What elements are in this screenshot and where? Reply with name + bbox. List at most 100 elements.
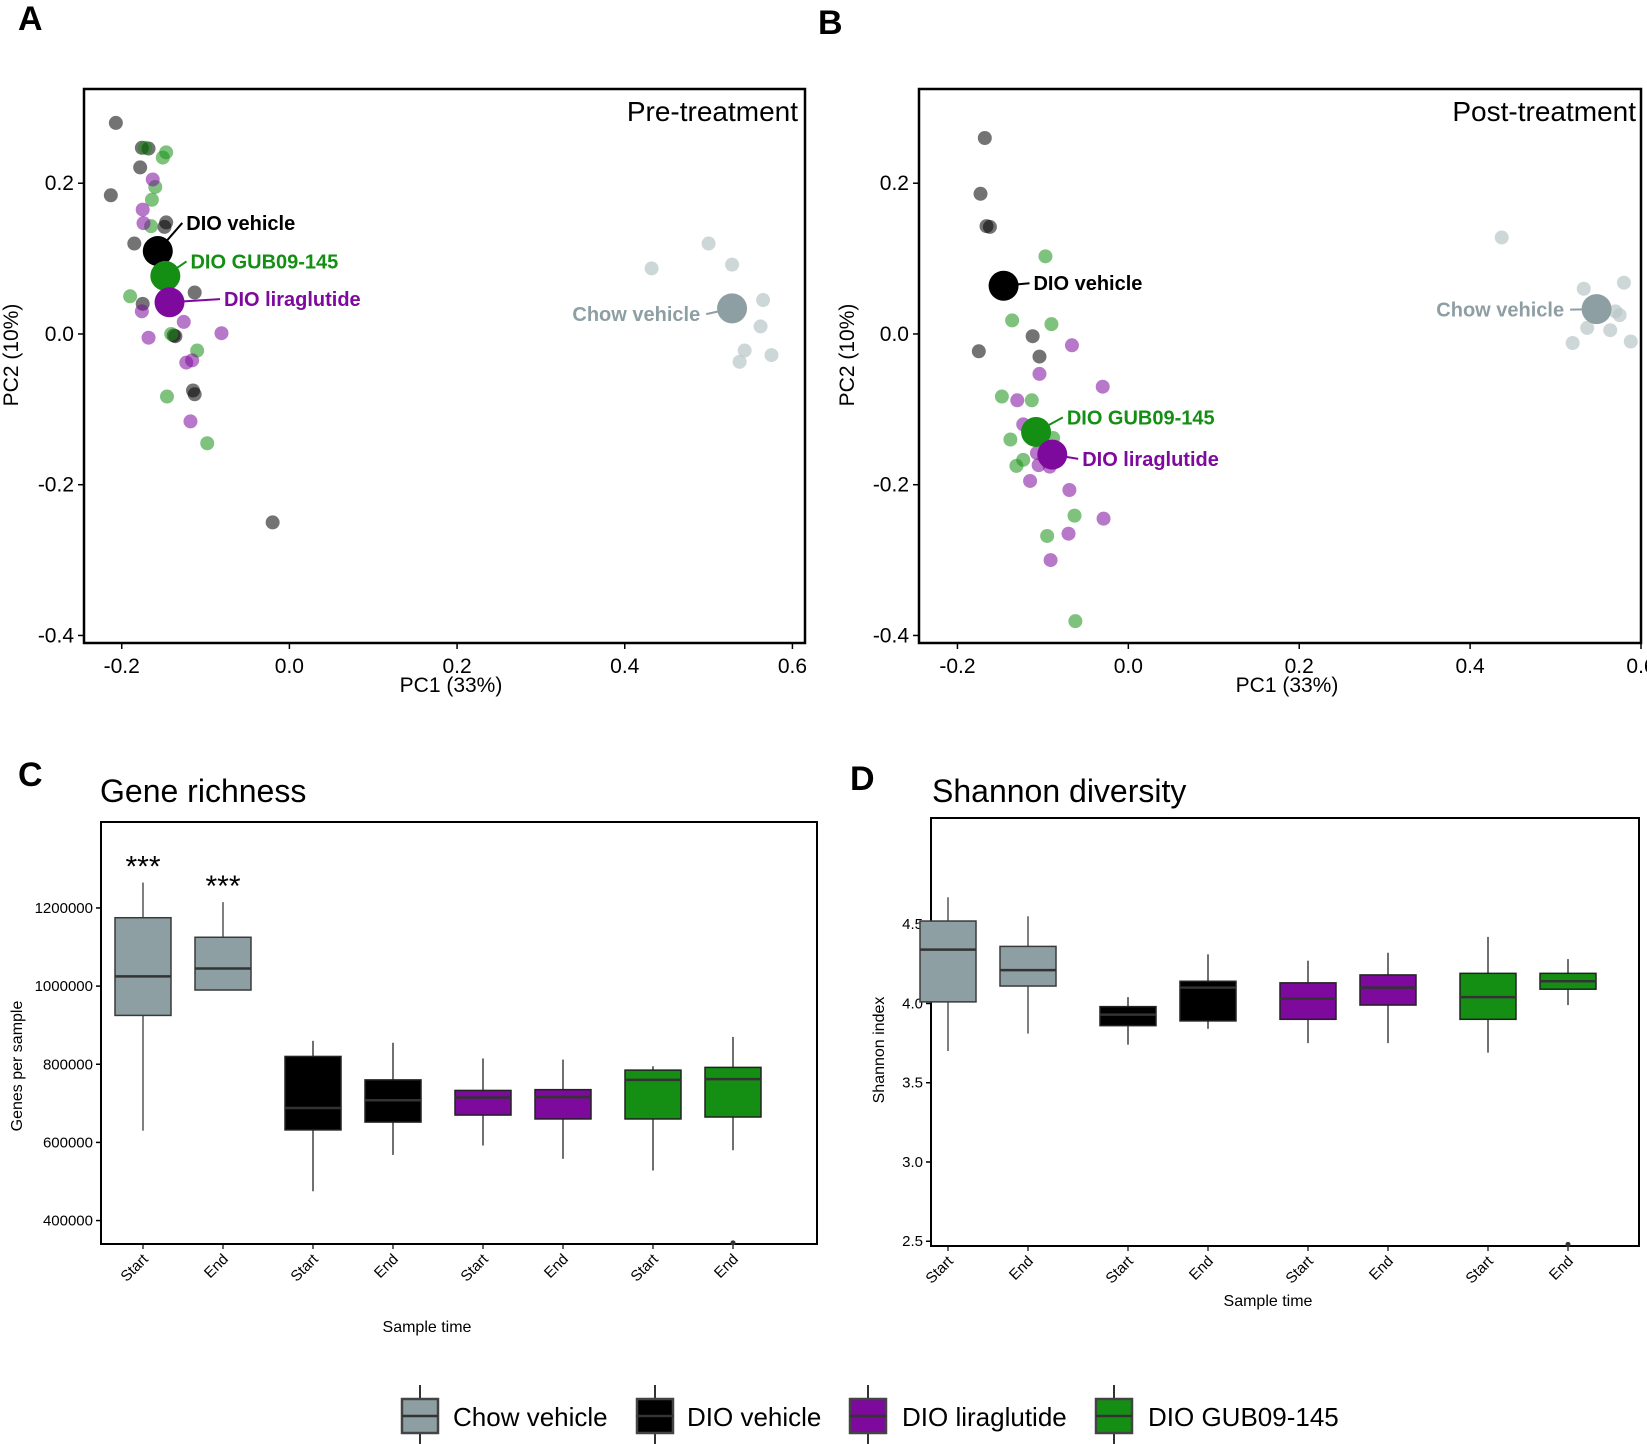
- box-dio-liraglutide: [454, 1089, 512, 1116]
- data-point-dio-vehicle: [133, 160, 148, 175]
- data-point-chow-vehicle: [1494, 230, 1509, 245]
- centroid-label: DIO vehicle: [1033, 273, 1142, 295]
- data-point-dio-gub: [159, 389, 174, 404]
- data-point-dio-vehicle: [187, 387, 202, 402]
- x-tick-label: Start: [287, 1250, 322, 1285]
- data-point-dio-gub: [1044, 317, 1059, 332]
- data-point-dio-vehicle: [1025, 329, 1040, 344]
- y-tick-label: 2.5: [902, 1233, 923, 1250]
- y-tick-label: -0.2: [873, 474, 909, 497]
- data-point-chow-vehicle: [753, 319, 768, 334]
- box-dio-vehicle: [284, 1055, 342, 1131]
- box-dio-gub: [624, 1069, 682, 1120]
- x-tick-label: Start: [1102, 1252, 1137, 1287]
- plot-frame: [917, 87, 1643, 645]
- box-dio-vehicle: [1099, 1005, 1157, 1027]
- data-point-chow-vehicle: [737, 343, 752, 358]
- centroid-label: DIO GUB09-145: [1067, 407, 1215, 429]
- pca-panel-pre-treatment: -0.2 0.0 0.2 0.4 0.6 -0.4 -0.2 0.0 0.2 DIO vehic…: [0, 87, 807, 697]
- data-point-dio-liraglutide: [1032, 366, 1047, 381]
- data-point-dio-liraglutide: [1043, 553, 1058, 568]
- outlier-point: [1565, 1241, 1571, 1247]
- outlier-point: [730, 1240, 736, 1246]
- data-point-chow-vehicle: [644, 261, 659, 276]
- data-point-dio-gub: [1038, 249, 1053, 264]
- data-point-dio-gub: [164, 326, 179, 341]
- x-tick-label: -0.2: [939, 655, 975, 678]
- legend: Chow vehicle DIO vehicle DIO liraglutide DI…: [400, 1385, 1339, 1444]
- x-tick-label: End: [1006, 1253, 1037, 1284]
- data-point-dio-gub: [144, 192, 159, 207]
- x-tick-label: End: [541, 1251, 572, 1282]
- x-tick-label: 0.4: [1456, 655, 1486, 678]
- y-axis-title: PC2 (10%): [0, 304, 23, 407]
- data-point-dio-gub: [1040, 528, 1055, 543]
- y-tick-label: 400000: [43, 1213, 93, 1230]
- data-point-chow-vehicle: [1580, 320, 1595, 335]
- legend-label: DIO GUB09-145: [1148, 1402, 1339, 1432]
- data-point-dio-gub: [138, 140, 153, 155]
- x-tick-label: End: [1546, 1253, 1577, 1284]
- pca-panel-post-treatment: -0.2 0.0 0.2 0.4 0.6 -0.4 -0.2 0.0 0.2 DIO vehic…: [836, 87, 1647, 697]
- data-point-dio-vehicle: [1032, 349, 1047, 364]
- data-point-dio-liraglutide: [1064, 338, 1079, 353]
- centroid-label: DIO liraglutide: [1082, 449, 1219, 471]
- legend-item-dio-vehicle: DIO vehicle: [635, 1385, 821, 1444]
- y-tick-label: 600000: [43, 1134, 93, 1151]
- box-chow-vehicle: [919, 920, 977, 1003]
- centroid-dio-vehicle: [142, 236, 173, 267]
- centroid-dio-gub: [150, 260, 181, 291]
- box-dio-liraglutide: [1359, 974, 1417, 1006]
- y-tick-label: 0.0: [880, 323, 909, 346]
- x-tick-label: Start: [1462, 1252, 1497, 1287]
- data-point-dio-liraglutide: [136, 216, 151, 231]
- box-dio-liraglutide: [1279, 982, 1337, 1021]
- data-point-dio-vehicle: [127, 236, 142, 251]
- y-axis-title: Genes per sample: [9, 1001, 26, 1132]
- box-dio-liraglutide: [534, 1088, 592, 1120]
- legend-label: Chow vehicle: [453, 1402, 608, 1432]
- data-point-dio-liraglutide: [1023, 473, 1038, 488]
- data-point-dio-vehicle: [103, 188, 118, 203]
- data-point-dio-liraglutide: [1095, 379, 1110, 394]
- x-axis-title: PC1 (33%): [400, 674, 503, 697]
- data-point-chow-vehicle: [1612, 308, 1627, 323]
- data-point-dio-gub: [1068, 614, 1083, 629]
- y-tick-label: 0.0: [45, 323, 74, 346]
- data-point-chow-vehicle: [756, 293, 771, 308]
- data-point-chow-vehicle: [725, 257, 740, 272]
- legend-label: DIO liraglutide: [902, 1402, 1067, 1432]
- centroid-label: DIO GUB09-145: [190, 251, 338, 273]
- plot-frame: [930, 817, 1640, 1247]
- y-tick-label: 4.0: [902, 995, 923, 1012]
- box-chow-vehicle: [999, 945, 1057, 987]
- data-point-dio-vehicle: [973, 186, 988, 201]
- x-tick-label: 0.2: [442, 655, 471, 678]
- x-tick-label: End: [1366, 1253, 1397, 1284]
- x-tick-label: 0.6: [1626, 655, 1647, 678]
- data-point-dio-gub: [1009, 458, 1024, 473]
- data-point-dio-gub: [1024, 393, 1039, 408]
- x-tick-label: Start: [457, 1250, 492, 1285]
- legend-label: DIO vehicle: [687, 1402, 821, 1432]
- data-point-chow-vehicle: [764, 348, 779, 363]
- data-point-dio-vehicle: [157, 219, 172, 234]
- y-tick-label: 800000: [43, 1056, 93, 1073]
- data-point-chow-vehicle: [1603, 323, 1618, 338]
- plot-frame: [100, 821, 818, 1245]
- y-tick-label: 1000000: [35, 978, 93, 995]
- x-tick-label: 0.2: [1285, 655, 1314, 678]
- panel-letter-a: A: [18, 0, 43, 38]
- data-point-dio-liraglutide: [214, 326, 229, 341]
- data-point-chow-vehicle: [1616, 275, 1631, 290]
- boxplot-gene-richness: Gene richness 400000 600000 800000 1000000 1…: [9, 773, 818, 1336]
- centroid-label: Chow vehicle: [572, 304, 700, 326]
- data-point-dio-vehicle: [265, 515, 280, 530]
- data-point-chow-vehicle: [1576, 281, 1591, 296]
- data-point-dio-liraglutide: [1062, 482, 1077, 497]
- x-axis-title: PC1 (33%): [1236, 674, 1339, 697]
- centroid-chow-vehicle: [717, 293, 748, 324]
- y-tick-label: 4.5: [902, 916, 923, 933]
- centroid-chow-vehicle: [1581, 294, 1612, 325]
- centroid-dio-liraglutide: [154, 287, 185, 318]
